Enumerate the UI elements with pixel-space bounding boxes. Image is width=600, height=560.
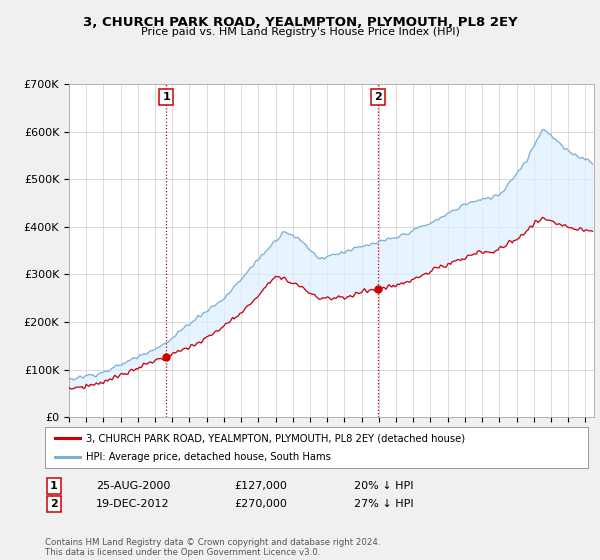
Text: £127,000: £127,000 [234, 481, 287, 491]
Text: Price paid vs. HM Land Registry's House Price Index (HPI): Price paid vs. HM Land Registry's House … [140, 27, 460, 37]
Text: 1: 1 [163, 92, 170, 102]
Text: 2: 2 [374, 92, 382, 102]
Text: 20% ↓ HPI: 20% ↓ HPI [354, 481, 413, 491]
Text: 1: 1 [50, 481, 58, 491]
Text: 2: 2 [50, 499, 58, 509]
Text: HPI: Average price, detached house, South Hams: HPI: Average price, detached house, Sout… [86, 452, 331, 461]
Text: 3, CHURCH PARK ROAD, YEALMPTON, PLYMOUTH, PL8 2EY: 3, CHURCH PARK ROAD, YEALMPTON, PLYMOUTH… [83, 16, 517, 29]
Text: 25-AUG-2000: 25-AUG-2000 [96, 481, 170, 491]
Text: 19-DEC-2012: 19-DEC-2012 [96, 499, 170, 509]
Text: Contains HM Land Registry data © Crown copyright and database right 2024.
This d: Contains HM Land Registry data © Crown c… [45, 538, 380, 557]
Text: £270,000: £270,000 [234, 499, 287, 509]
Text: 27% ↓ HPI: 27% ↓ HPI [354, 499, 413, 509]
Text: 3, CHURCH PARK ROAD, YEALMPTON, PLYMOUTH, PL8 2EY (detached house): 3, CHURCH PARK ROAD, YEALMPTON, PLYMOUTH… [86, 433, 465, 443]
